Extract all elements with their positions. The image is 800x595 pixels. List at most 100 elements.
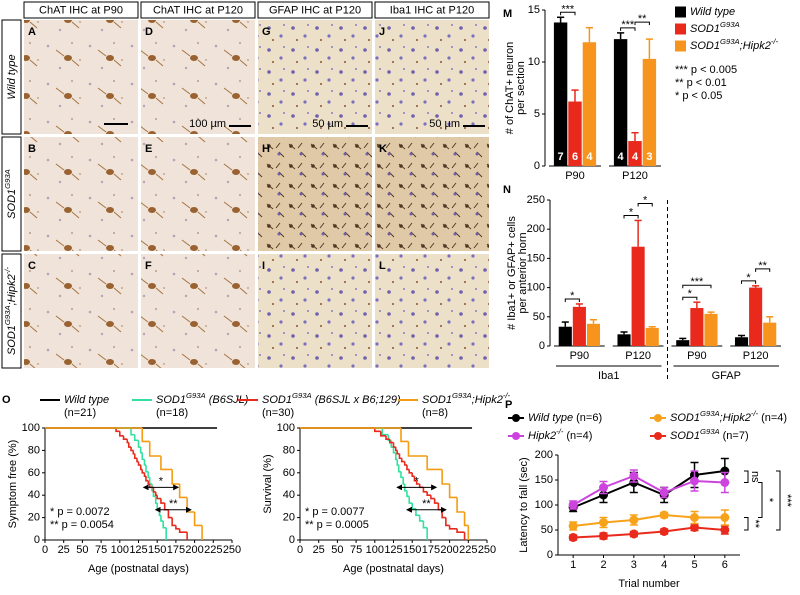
step-line bbox=[448, 525, 458, 530]
note: * p = 0.0077 bbox=[305, 506, 365, 518]
step-line bbox=[426, 491, 431, 496]
x-tick-label: 75 bbox=[350, 544, 362, 556]
data-point bbox=[599, 518, 608, 527]
significance-label: * bbox=[688, 288, 693, 300]
annotation: ** bbox=[422, 498, 431, 510]
panel-letter: D bbox=[145, 26, 153, 38]
micrograph bbox=[258, 254, 372, 368]
step-line bbox=[163, 503, 169, 511]
legend-n: (n=7) bbox=[723, 430, 749, 442]
legend-n: (n=18) bbox=[156, 407, 188, 419]
step-line bbox=[426, 456, 443, 471]
step-line bbox=[396, 459, 399, 466]
step-line bbox=[456, 528, 465, 533]
significance-label: ns bbox=[749, 471, 761, 483]
bar bbox=[690, 308, 704, 346]
panel-letter: H bbox=[262, 143, 270, 155]
y-tick-label: 50 bbox=[541, 524, 553, 536]
note: *** p < 0.005 bbox=[675, 64, 737, 76]
n-label: 4 bbox=[632, 151, 639, 163]
bar bbox=[642, 58, 657, 166]
n-label: 4 bbox=[618, 151, 625, 163]
column-header: ChAT IHC at P120 bbox=[153, 4, 243, 16]
step-line bbox=[148, 441, 161, 457]
significance-bracket bbox=[560, 11, 576, 16]
significance-bracket bbox=[741, 280, 757, 284]
significance-bracket bbox=[637, 202, 653, 207]
step-line bbox=[407, 441, 428, 457]
legend-marker bbox=[654, 414, 662, 422]
step-line bbox=[143, 472, 146, 477]
step-line bbox=[160, 515, 164, 522]
x-tick-label: 0 bbox=[42, 544, 48, 556]
y-tick-label: 0 bbox=[534, 160, 540, 172]
x-tick-label: 25 bbox=[313, 544, 325, 556]
data-point bbox=[690, 523, 699, 532]
step-line bbox=[145, 464, 149, 473]
x-axis-label: Age (postnatal days) bbox=[88, 563, 189, 575]
bar bbox=[582, 42, 597, 166]
x-tick-label: 100 bbox=[366, 544, 384, 556]
legend-n: (n=4) bbox=[566, 430, 592, 442]
x-tick-label: 175 bbox=[167, 544, 185, 556]
significance-bracket bbox=[620, 27, 636, 31]
significance-label: * bbox=[570, 290, 575, 302]
x-tick-label: 125 bbox=[129, 544, 147, 556]
significance-bracket bbox=[634, 21, 650, 26]
significance-label: *** bbox=[781, 494, 793, 508]
x-tick-label: 25 bbox=[58, 544, 70, 556]
step-line bbox=[119, 431, 124, 437]
step-line bbox=[406, 464, 410, 471]
legend-marker bbox=[654, 432, 662, 440]
x-tick-label: 0 bbox=[297, 544, 303, 556]
data-point bbox=[720, 525, 730, 535]
column-header: Iba1 IHC at P120 bbox=[390, 4, 474, 16]
significance-label: *** bbox=[690, 276, 704, 288]
note: * p = 0.0072 bbox=[50, 506, 110, 518]
legend-label: SOD1G93A;Hipk2-/- bbox=[690, 37, 779, 52]
x-tick-label: 50 bbox=[76, 544, 88, 556]
step-line bbox=[422, 487, 428, 493]
bar bbox=[676, 340, 690, 346]
data-point bbox=[599, 483, 608, 492]
step-line bbox=[381, 428, 389, 436]
x-tick-label: P90 bbox=[565, 170, 585, 182]
step-line bbox=[178, 528, 188, 533]
panel-letter: L bbox=[379, 260, 386, 272]
column-header-box bbox=[23, 1, 139, 19]
step-line bbox=[160, 498, 165, 504]
step-line bbox=[398, 453, 402, 460]
y-axis-label: per section bbox=[515, 61, 527, 115]
x-tick-label: P120 bbox=[622, 170, 648, 182]
y-tick-label: 200 bbox=[527, 223, 545, 235]
series-line bbox=[572, 470, 725, 509]
y-tick-label: 150 bbox=[535, 474, 553, 486]
panel-letter: C bbox=[28, 260, 36, 272]
x-tick-label: P120 bbox=[625, 350, 651, 362]
data-point bbox=[690, 476, 699, 486]
significance-label: ** bbox=[758, 260, 767, 272]
row-label: Wild type bbox=[6, 54, 18, 99]
step-line bbox=[456, 497, 465, 513]
y-tick-label: 0 bbox=[539, 340, 545, 352]
significance-bracket bbox=[758, 482, 763, 518]
x-tick-label: 5 bbox=[691, 559, 697, 571]
step-line bbox=[133, 434, 139, 442]
data-point bbox=[568, 500, 578, 510]
step-line bbox=[402, 477, 405, 485]
note: ** p < 0.01 bbox=[675, 77, 727, 89]
data-point bbox=[629, 515, 639, 525]
x-tick-label: 225 bbox=[459, 544, 477, 556]
x-tick-label: 225 bbox=[204, 544, 222, 556]
note: ** p = 0.0005 bbox=[305, 519, 369, 531]
panel-letter: F bbox=[145, 260, 152, 272]
annotation: ** bbox=[169, 498, 178, 510]
legend-label: SOD1G93A (B6SJL x B6;129) bbox=[262, 391, 401, 406]
x-tick-label: 200 bbox=[185, 544, 203, 556]
x-axis-label: Trial number bbox=[618, 578, 680, 590]
step-line bbox=[122, 435, 128, 440]
x-tick-label: 150 bbox=[148, 544, 166, 556]
step-line bbox=[147, 471, 150, 479]
column-header-box bbox=[257, 1, 373, 19]
legend-label: SOD1G93A bbox=[690, 20, 740, 35]
